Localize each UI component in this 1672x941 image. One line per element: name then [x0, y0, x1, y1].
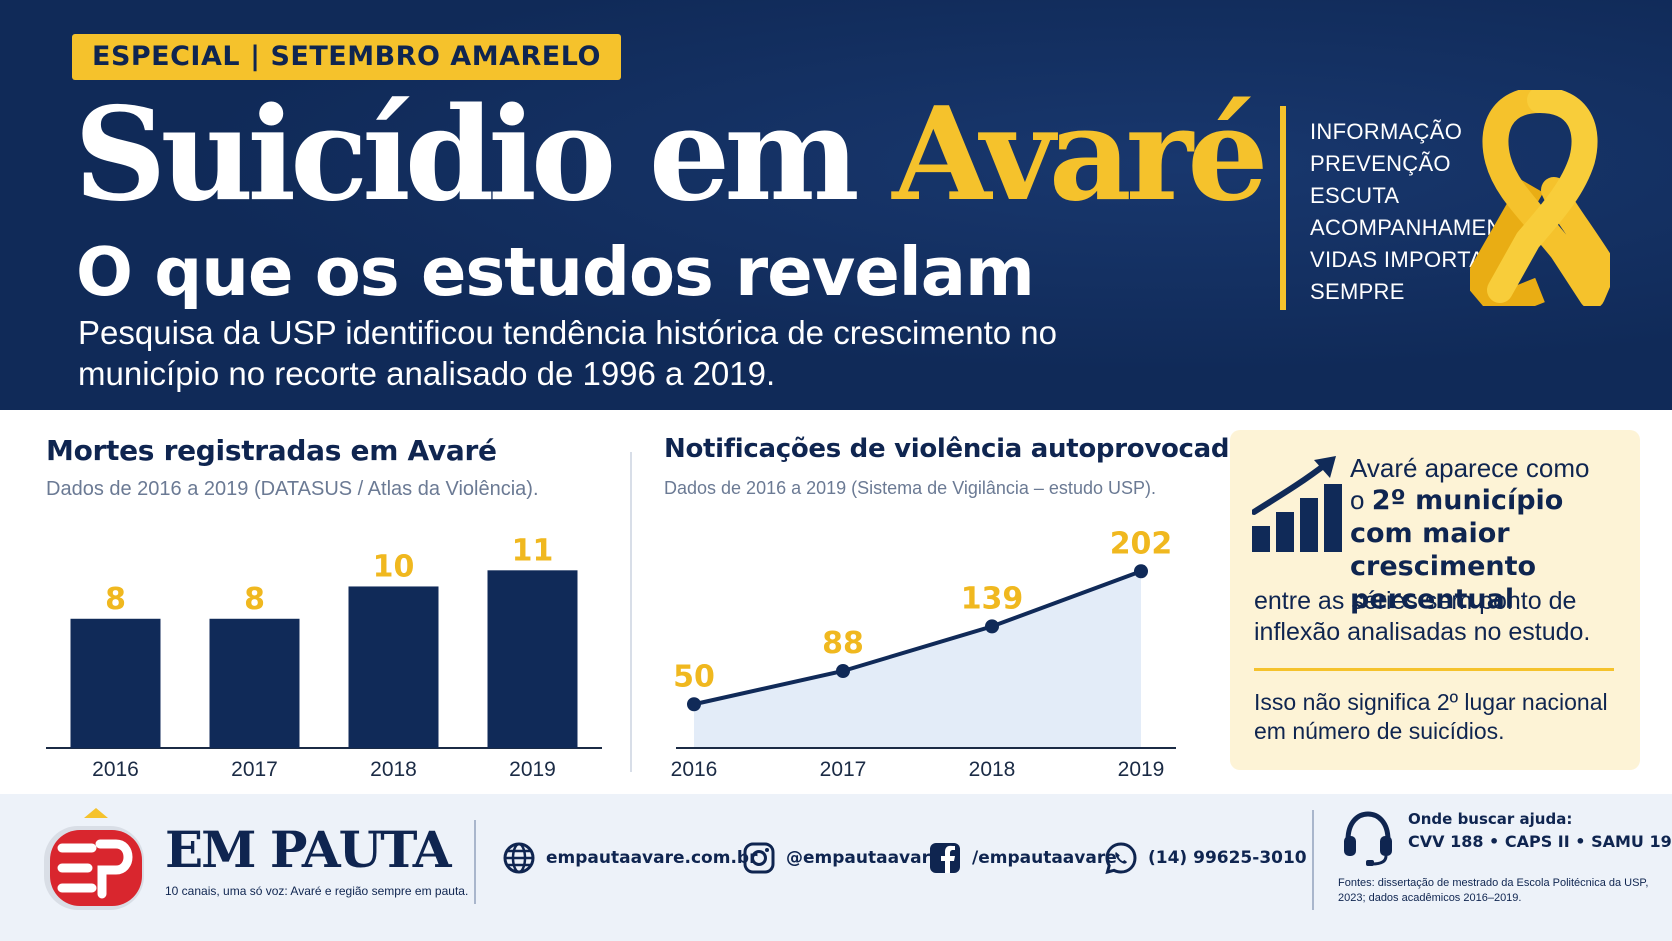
tag-left: ESPECIAL: [92, 41, 241, 72]
callout-line2-bold: 2º município com maior crescimento perce…: [1350, 485, 1564, 615]
page-title: Suicídio em Avaré: [74, 80, 1269, 230]
facebook-link[interactable]: /empautaavare: [928, 840, 1117, 876]
callout-line3: entre as séries sem ponto de inflexão an…: [1254, 587, 1591, 646]
section-tag: ESPECIAL | SETEMBRO AMARELO: [72, 34, 621, 80]
series-line: [693, 569, 1142, 707]
data-point: [836, 664, 850, 678]
bar-value-label: 10: [373, 549, 415, 584]
bar: [487, 570, 578, 748]
facebook-label: /empautaavare: [972, 848, 1117, 868]
point-value-label: 202: [1110, 526, 1173, 561]
bar-value-label: 8: [244, 582, 265, 617]
title-accent: Avaré: [892, 80, 1268, 230]
bar: [70, 618, 161, 748]
data-point: [1134, 564, 1148, 579]
growth-callout: Avaré aparece como o 2º município com ma…: [1230, 430, 1640, 770]
bar: [348, 586, 439, 748]
lead-paragraph: Pesquisa da USP identificou tendência hi…: [78, 314, 1057, 392]
x-tick-label: 2016: [671, 758, 718, 781]
instagram-link[interactable]: @empautaavare: [742, 840, 942, 876]
pillar-item: INFORMAÇÃO: [1310, 119, 1463, 144]
data-point: [985, 619, 999, 634]
whatsapp-label: (14) 99625-3010: [1148, 848, 1307, 868]
notifications-chart-subtitle: Dados de 2016 a 2019 (Sistema de Vigilân…: [664, 478, 1156, 498]
deaths-chart-title: Mortes registradas em Avaré: [46, 434, 497, 467]
instagram-label: @empautaavare: [786, 848, 942, 868]
x-tick-label: 2017: [231, 758, 278, 781]
bar: [209, 618, 300, 748]
callout-highlight: o 2º município com maior crescimento per…: [1350, 484, 1630, 616]
callout-line1: Avaré aparece como: [1350, 453, 1590, 483]
tag-separator: |: [250, 41, 261, 72]
accent-bar: [1280, 106, 1286, 310]
point-value-label: 139: [961, 581, 1024, 616]
data-point: [687, 697, 701, 712]
pillar-item: SEMPRE: [1310, 279, 1405, 304]
notifications-chart-panel: Notificações de violência autoprovocada …: [632, 410, 1247, 794]
callout-note: Isso não significa 2º lugar nacional em …: [1254, 689, 1608, 744]
pillar-item: PREVENÇÃO: [1310, 151, 1451, 176]
help-lines: CVV 188 • CAPS II • SAMU 192: [1408, 832, 1672, 851]
brand-name: EM PAUTA: [165, 820, 451, 879]
website-link[interactable]: empautaavare.com.br: [502, 840, 757, 876]
help-title: Onde buscar ajuda:: [1408, 810, 1573, 828]
notifications-chart-title: Notificações de violência autoprovocada: [664, 434, 1247, 464]
yellow-ribbon-icon: [1470, 90, 1610, 306]
facebook-icon: [930, 843, 960, 873]
x-tick-label: 2019: [1118, 758, 1165, 781]
footer-divider: [474, 820, 476, 904]
tag-right: SETEMBRO AMARELO: [270, 41, 601, 72]
callout-divider: [1254, 668, 1614, 671]
whatsapp-icon: [1105, 842, 1137, 875]
footer: [0, 794, 1672, 941]
headset-icon: [1344, 811, 1392, 866]
callout-line2-prefix: o: [1350, 485, 1372, 515]
sources-note: Fontes: dissertação de mestrado da Escol…: [1338, 877, 1649, 904]
x-tick-label: 2019: [509, 758, 556, 781]
title-main: Suicídio em: [74, 80, 893, 230]
whatsapp-link[interactable]: (14) 99625-3010: [1104, 840, 1307, 876]
bar-value-label: 11: [512, 533, 554, 568]
point-value-label: 88: [822, 626, 864, 661]
deaths-bar-chart: 8 2016 8 2017 10 2018 11 2019: [46, 533, 602, 781]
x-tick-label: 2017: [820, 758, 867, 781]
panel-divider: [630, 452, 632, 772]
footer-divider-right: [1312, 810, 1314, 910]
growth-chart-icon: [1252, 456, 1342, 552]
page-subtitle: O que os estudos revelam: [76, 233, 1035, 311]
brand-tagline: 10 canais, uma só voz: Avaré e região se…: [165, 884, 469, 898]
website-label: empautaavare.com.br: [546, 848, 758, 868]
deaths-chart-subtitle: Dados de 2016 a 2019 (DATASUS / Atlas da…: [46, 478, 539, 500]
globe-icon: [503, 842, 535, 874]
x-tick-label: 2018: [969, 758, 1016, 781]
pillar-item: ESCUTA: [1310, 183, 1400, 208]
x-tick-label: 2016: [92, 758, 139, 781]
bar-value-label: 8: [105, 582, 126, 617]
em-pauta-logo-icon: [44, 808, 144, 910]
area-fill: [694, 571, 1141, 748]
instagram-icon: [743, 842, 775, 874]
notifications-line-chart: 50 2016 88 2017 139 2018 202 2019: [671, 526, 1176, 781]
point-value-label: 50: [673, 659, 715, 694]
deaths-chart-panel: Mortes registradas em Avaré Dados de 201…: [0, 410, 630, 794]
x-tick-label: 2018: [370, 758, 417, 781]
